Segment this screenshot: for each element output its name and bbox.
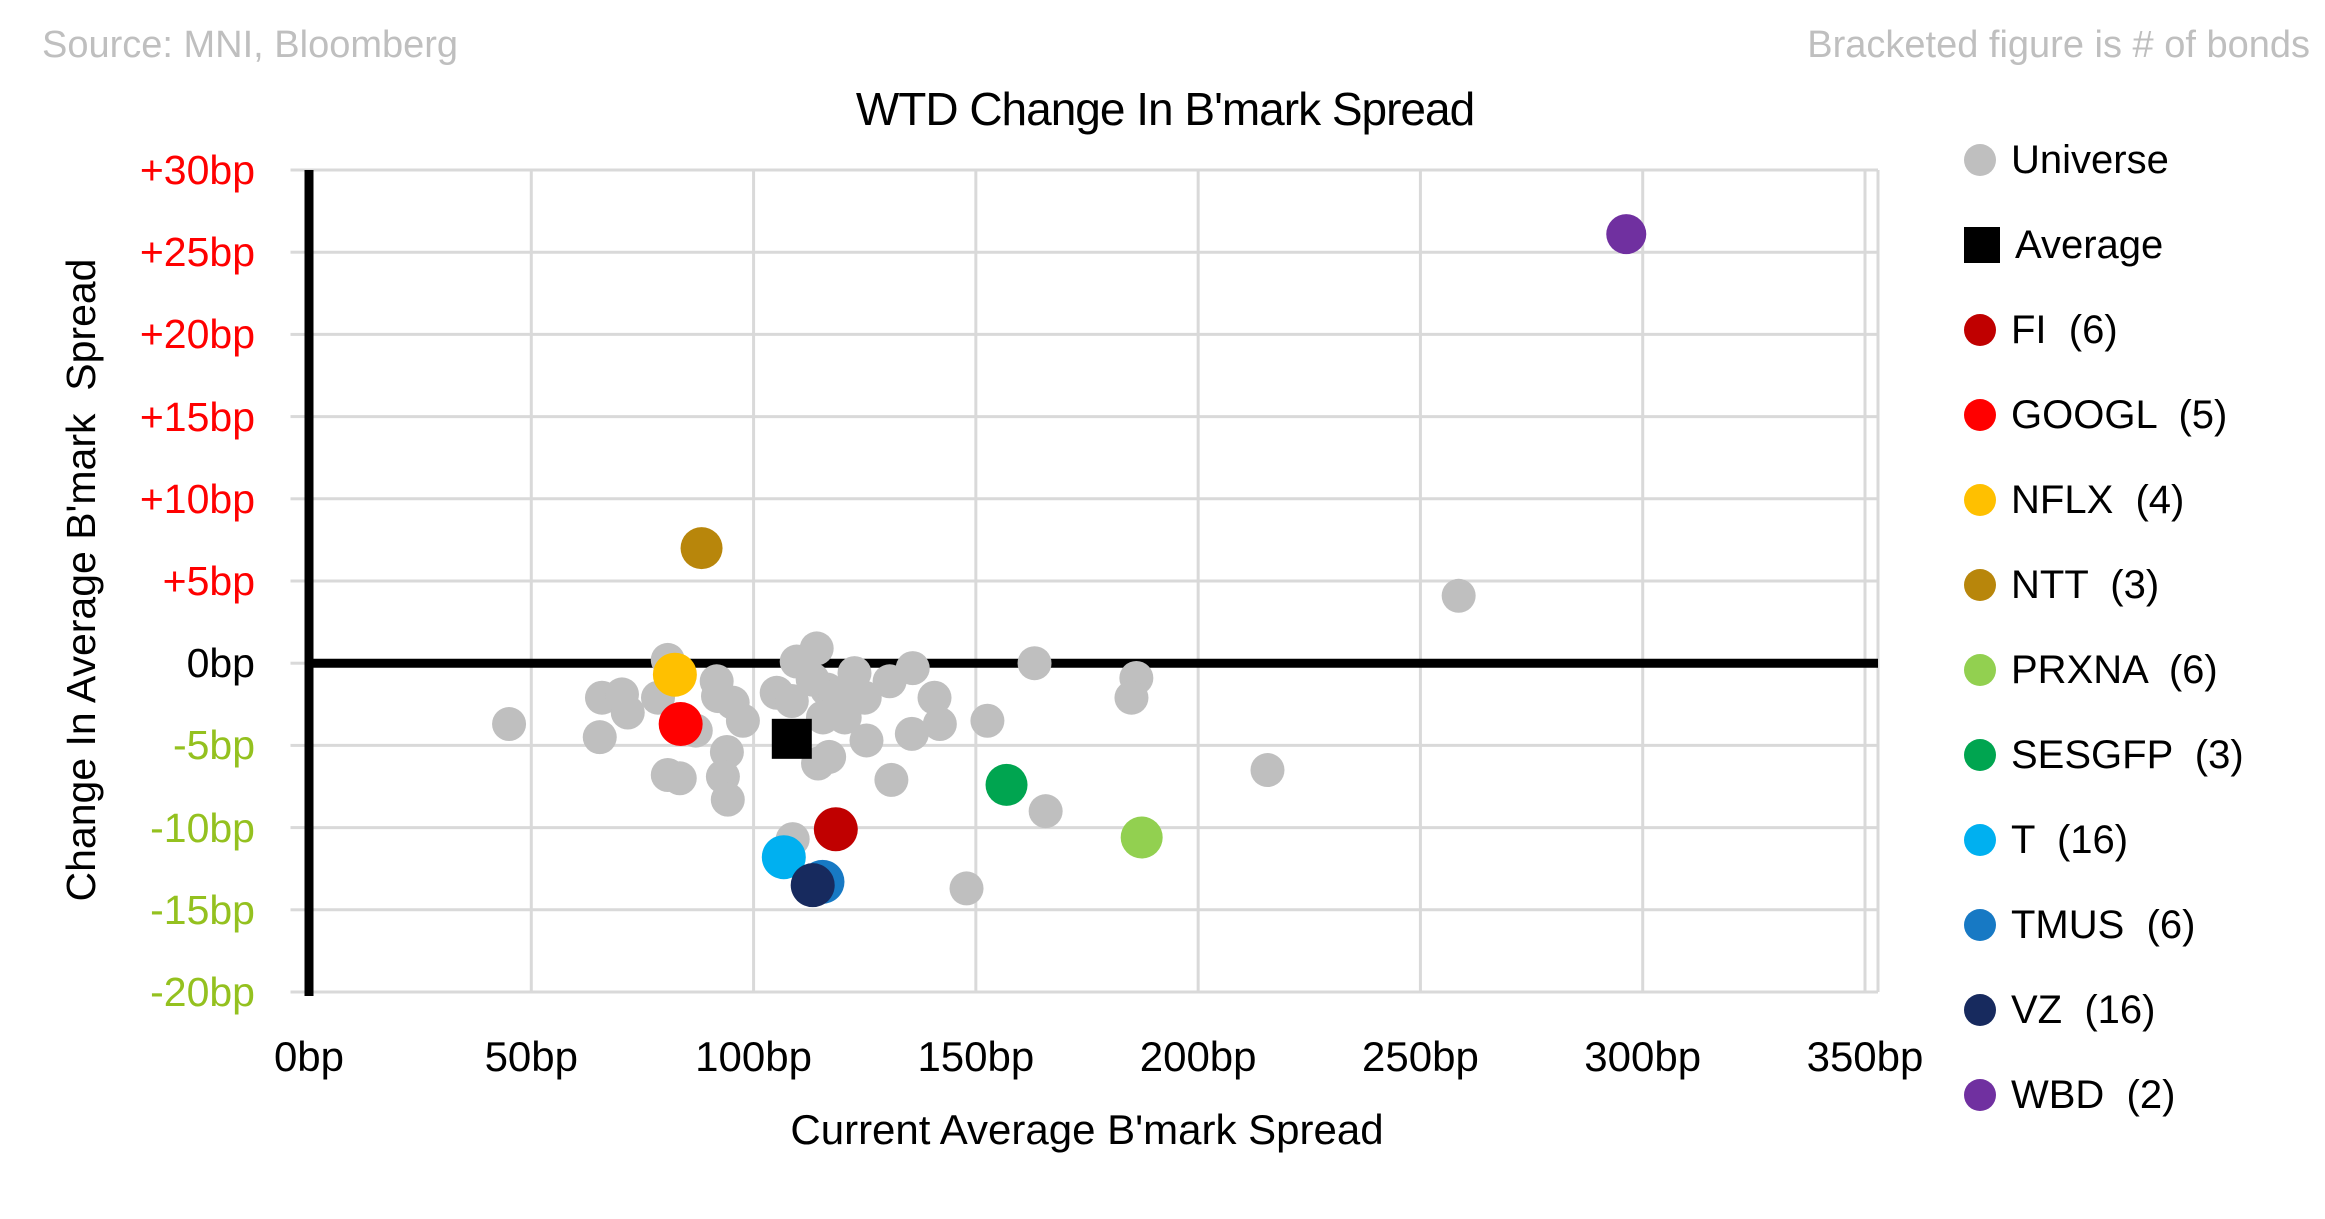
data-point-vz — [790, 863, 835, 908]
data-point-universe — [492, 707, 527, 742]
data-point-fi — [813, 807, 858, 852]
data-point-universe — [610, 695, 645, 730]
legend-label-nflx: NFLX (4) — [2011, 477, 2185, 522]
legend-item-googl: GOOGL (5) — [1964, 389, 2324, 441]
legend-label-universe: Universe — [2011, 137, 2169, 182]
data-point-universe — [710, 782, 745, 817]
y-tick-label: -20bp — [150, 969, 255, 1015]
data-point-nflx — [652, 652, 697, 697]
data-point-universe — [1028, 794, 1063, 829]
data-point-universe — [917, 680, 952, 715]
x-tick-label: 100bp — [695, 1033, 812, 1080]
data-point-average — [771, 718, 812, 759]
x-tick-label: 250bp — [1362, 1033, 1479, 1080]
legend-marker-sesgfp — [1964, 739, 1996, 771]
data-point-universe — [662, 761, 697, 796]
y-tick-label: -15bp — [150, 886, 255, 933]
legend-marker-universe — [1964, 144, 1996, 176]
legend-item-vz: VZ (16) — [1964, 984, 2324, 1036]
legend-marker-prxna — [1964, 654, 1996, 686]
data-point-universe — [1250, 753, 1285, 788]
data-point-universe — [1114, 680, 1149, 715]
data-point-universe — [812, 739, 847, 774]
data-point-googl — [658, 702, 703, 747]
legend-item-average: Average — [1964, 219, 2324, 271]
legend-marker-average — [1964, 227, 2000, 263]
x-tick-label: 50bp — [484, 1033, 578, 1080]
data-point-universe — [725, 703, 760, 738]
source-note: Source: MNI, Bloomberg — [42, 24, 459, 66]
data-point-universe — [774, 684, 809, 719]
legend-marker-fi — [1964, 314, 1996, 346]
y-tick-label: +25bp — [139, 229, 255, 276]
y-tick-label: +15bp — [139, 393, 255, 440]
legend-item-wbd: WBD (2) — [1964, 1069, 2324, 1121]
data-point-universe — [849, 723, 884, 758]
x-tick-label: 200bp — [1139, 1033, 1257, 1080]
legend-label-sesgfp: SESGFP (3) — [2011, 732, 2244, 777]
x-axis-title: Current Average B'mark Spread — [790, 1106, 1384, 1153]
y-tick-label: +20bp — [139, 311, 255, 358]
data-point-universe — [582, 720, 617, 755]
legend-item-nflx: NFLX (4) — [1964, 474, 2324, 526]
data-point-universe — [894, 716, 929, 751]
legend-label-vz: VZ (16) — [2011, 987, 2156, 1032]
x-tick-label: 300bp — [1584, 1033, 1702, 1080]
chart-title: WTD Change In B'mark Spread — [855, 83, 1475, 135]
y-tick-label: +30bp — [139, 147, 255, 193]
legend-marker-googl — [1964, 399, 1996, 431]
legend-item-prxna: PRXNA (6) — [1964, 644, 2324, 696]
legend-item-ntt: NTT (3) — [1964, 559, 2324, 611]
data-point-wbd — [1606, 214, 1647, 255]
legend-marker-ntt — [1964, 569, 1996, 601]
data-point-universe — [847, 680, 882, 715]
data-point-universe — [970, 703, 1005, 738]
x-tick-label: 150bp — [917, 1033, 1035, 1080]
data-point-ntt — [680, 527, 723, 570]
legend-label-googl: GOOGL (5) — [2011, 392, 2228, 437]
legend-marker-tmus — [1964, 909, 1996, 941]
bracket-note: Bracketed figure is # of bonds — [1807, 24, 2310, 66]
x-tick-label: 350bp — [1806, 1033, 1924, 1080]
legend-label-ntt: NTT (3) — [2011, 562, 2160, 607]
y-tick-label: -5bp — [172, 722, 255, 769]
legend-label-fi: FI (6) — [2011, 307, 2118, 352]
data-point-t — [761, 835, 806, 880]
legend-item-t: T (16) — [1964, 814, 2324, 866]
data-point-universe — [949, 871, 984, 906]
legend-item-fi: FI (6) — [1964, 304, 2324, 356]
y-tick-label: +5bp — [162, 558, 255, 604]
legend-marker-wbd — [1964, 1079, 1996, 1111]
legend-marker-vz — [1964, 994, 1996, 1026]
legend-item-universe: Universe — [1964, 134, 2324, 186]
legend-label-tmus: TMUS (6) — [2011, 902, 2196, 947]
data-point-universe — [1017, 646, 1052, 681]
y-tick-label: 0bp — [186, 640, 255, 687]
data-point-universe — [895, 651, 930, 686]
y-tick-label: -10bp — [150, 804, 255, 851]
legend-label-wbd: WBD (2) — [2011, 1072, 2176, 1117]
x-tick-label: 0bp — [273, 1033, 345, 1080]
legend-marker-nflx — [1964, 484, 1996, 516]
data-point-sesgfp — [985, 763, 1028, 806]
legend-label-prxna: PRXNA (6) — [2011, 647, 2218, 692]
y-tick-label: +10bp — [139, 475, 255, 522]
legend-item-sesgfp: SESGFP (3) — [1964, 729, 2324, 781]
legend-label-t: T (16) — [2011, 817, 2129, 862]
legend-item-tmus: TMUS (6) — [1964, 899, 2324, 951]
data-point-universe — [922, 707, 957, 742]
data-point-prxna — [1120, 816, 1163, 859]
data-point-universe — [1441, 578, 1476, 613]
legend-marker-t — [1964, 824, 1996, 856]
data-point-universe — [874, 762, 909, 797]
legend-label-average: Average — [2015, 222, 2164, 267]
data-point-universe — [799, 631, 834, 666]
